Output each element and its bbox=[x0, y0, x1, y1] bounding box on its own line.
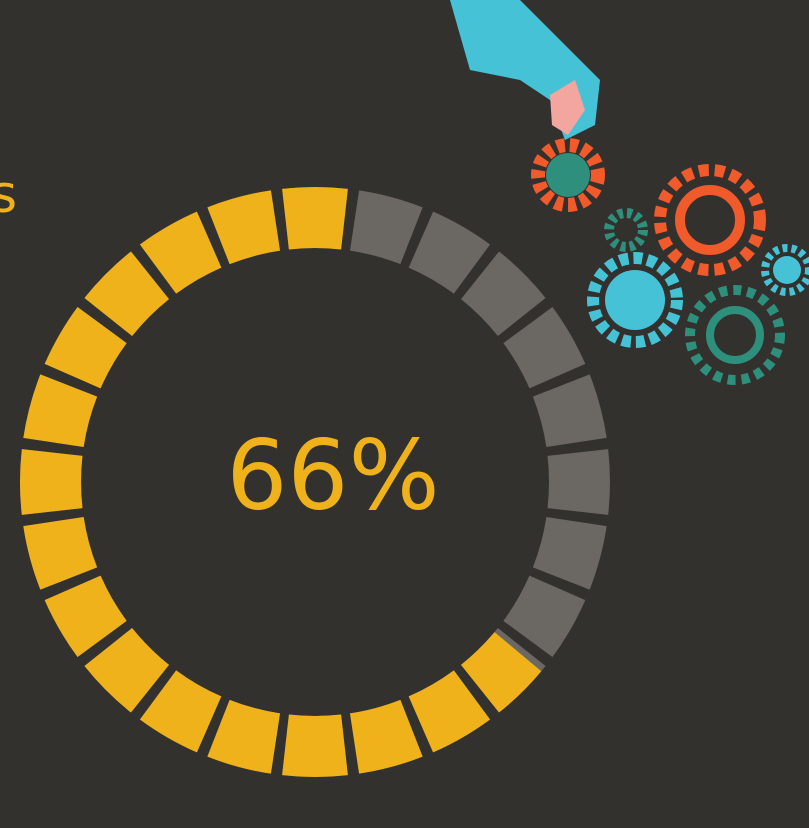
gear bbox=[531, 138, 605, 212]
progress-label: 66% bbox=[226, 419, 439, 531]
gear bbox=[761, 244, 809, 296]
gear bbox=[706, 306, 764, 364]
gears-illustration bbox=[450, 0, 809, 385]
gear bbox=[685, 285, 785, 385]
gear bbox=[773, 256, 801, 284]
gear bbox=[605, 270, 665, 330]
fingers bbox=[550, 80, 585, 135]
gear bbox=[654, 164, 766, 276]
gear bbox=[587, 252, 683, 348]
heading-fragment: s bbox=[0, 165, 17, 225]
gear bbox=[675, 185, 745, 255]
gear bbox=[546, 153, 590, 197]
gear bbox=[604, 208, 648, 252]
